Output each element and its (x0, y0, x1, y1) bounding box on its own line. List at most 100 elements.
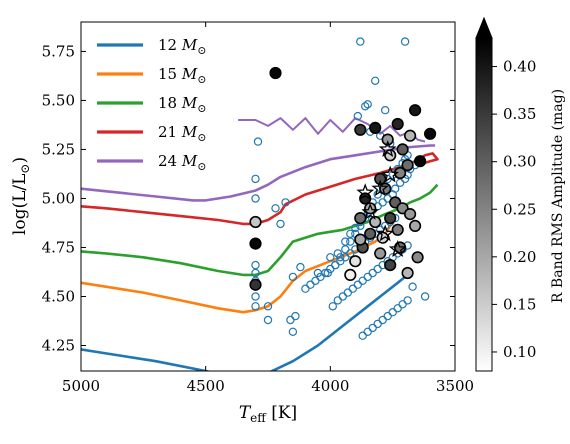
amplitude-point (249, 237, 262, 250)
amplitude-point (384, 259, 397, 272)
amplitude-point (369, 215, 382, 229)
amplitude-point (384, 149, 397, 162)
y-tick-label: 4.25 (42, 337, 75, 355)
open-circle-point (373, 190, 382, 199)
y-tick-label: 4.75 (42, 238, 75, 256)
open-circle-point (263, 315, 273, 325)
colorbar-tick-label: 0.35 (503, 105, 536, 123)
x-axis-ticks: 5000 4500 4000 3500 (62, 22, 474, 395)
amplitude-point (344, 268, 357, 282)
legend-label-4: 21 M⊙ (158, 123, 206, 144)
y-tick-label: 5.00 (42, 189, 75, 207)
colorbar-tick-label: 0.20 (503, 248, 536, 266)
plot-frame (80, 21, 456, 372)
open-circle-point (363, 100, 372, 109)
colorbar-gradient (475, 37, 493, 372)
x-tick-label: 4000 (311, 377, 349, 395)
open-circle-point (281, 198, 290, 207)
star-marker (376, 224, 395, 242)
amplitude-point (404, 129, 417, 142)
open-circle-point (381, 105, 390, 115)
open-circle-point (296, 262, 305, 272)
amplitude-point (404, 208, 417, 221)
legend-label-2: 15 M⊙ (158, 65, 206, 86)
y-tick-label: 5.25 (42, 140, 75, 158)
colorbar-label: R Band RMS Amplitude (mag) (550, 89, 566, 303)
amplitude-point (391, 117, 404, 131)
colorbar-tick-label: 0.30 (503, 153, 536, 171)
open-circle-point (361, 102, 370, 111)
amplitude-point (409, 219, 422, 232)
open-circle-point (311, 276, 320, 285)
open-circle-point (408, 282, 417, 291)
open-circle-point (276, 219, 285, 229)
track-line-2 (81, 217, 397, 314)
y-axis-label: log(L/L⊙) (10, 157, 32, 235)
open-circle-point (420, 292, 430, 301)
amplitude-point (414, 155, 427, 168)
open-circle-point (403, 296, 412, 305)
track-line-4 (81, 152, 439, 226)
amplitude-point (354, 233, 367, 246)
open-circle-point (336, 253, 345, 262)
amplitude-point (409, 104, 422, 117)
open-circle-point (368, 268, 377, 278)
x-tick-label: 5000 (62, 377, 100, 395)
open-circle-point (353, 111, 362, 121)
colorbar-tick-label: 0.10 (503, 343, 536, 361)
open-circle-point (333, 296, 342, 305)
open-circle-point (353, 280, 362, 289)
amplitude-point (249, 278, 262, 291)
amplitude-point (381, 133, 394, 146)
y-tick-label: 4.50 (42, 287, 75, 305)
track-line-1 (81, 275, 406, 371)
y-tick-label: 5.50 (42, 91, 75, 109)
open-circle-point (346, 249, 355, 258)
open-circle-stars (251, 37, 430, 340)
open-circle-point (251, 292, 260, 301)
x-axis-label: Teff [K] (239, 403, 297, 425)
open-circle-point (288, 272, 298, 282)
open-circle-point (363, 327, 372, 336)
open-circle-point (393, 304, 402, 313)
amplitude-point (401, 266, 414, 280)
open-circle-point (263, 302, 273, 311)
open-circle-point (301, 284, 310, 293)
open-circle-point (378, 198, 387, 207)
open-circle-point (383, 311, 392, 321)
track-24-loops (238, 117, 426, 143)
open-circle-point (348, 284, 357, 293)
star-marker (371, 179, 390, 197)
amplitude-point (249, 215, 262, 229)
open-circle-point (306, 280, 315, 289)
amplitude-point (369, 121, 382, 134)
y-axis-ticks: 4.25 4.50 4.75 5.00 5.25 5.50 5.75 (42, 42, 455, 355)
open-circle-point (341, 245, 350, 254)
open-circle-point (251, 302, 260, 311)
open-circle-point (331, 260, 340, 270)
colorbar-tick-label: 0.25 (503, 200, 536, 218)
colorbar-tick-label: 0.40 (503, 58, 536, 76)
legend-label-1: 12 M⊙ (158, 36, 206, 57)
legend-label-3: 18 M⊙ (158, 94, 206, 115)
track-line-3 (81, 183, 439, 277)
open-circle-point (291, 311, 300, 321)
open-circle-point (358, 276, 367, 285)
amplitude-point (391, 223, 404, 236)
open-circle-point (356, 37, 365, 46)
star-marker (381, 165, 400, 183)
x-tick-label: 4500 (187, 377, 225, 395)
open-circle-point (326, 253, 335, 262)
x-tick-label: 3500 (436, 377, 474, 395)
amplitude-colored-stars (249, 66, 437, 291)
open-circle-point (371, 76, 380, 86)
y-tick-label: 5.75 (42, 42, 75, 60)
open-circle-point (391, 184, 400, 193)
amplitude-point (359, 192, 372, 205)
amplitude-point (411, 251, 424, 264)
open-circle-point (368, 323, 377, 333)
colorbar-extend-triangle (475, 16, 493, 39)
amplitude-point (364, 227, 377, 240)
open-circle-point (363, 272, 372, 282)
